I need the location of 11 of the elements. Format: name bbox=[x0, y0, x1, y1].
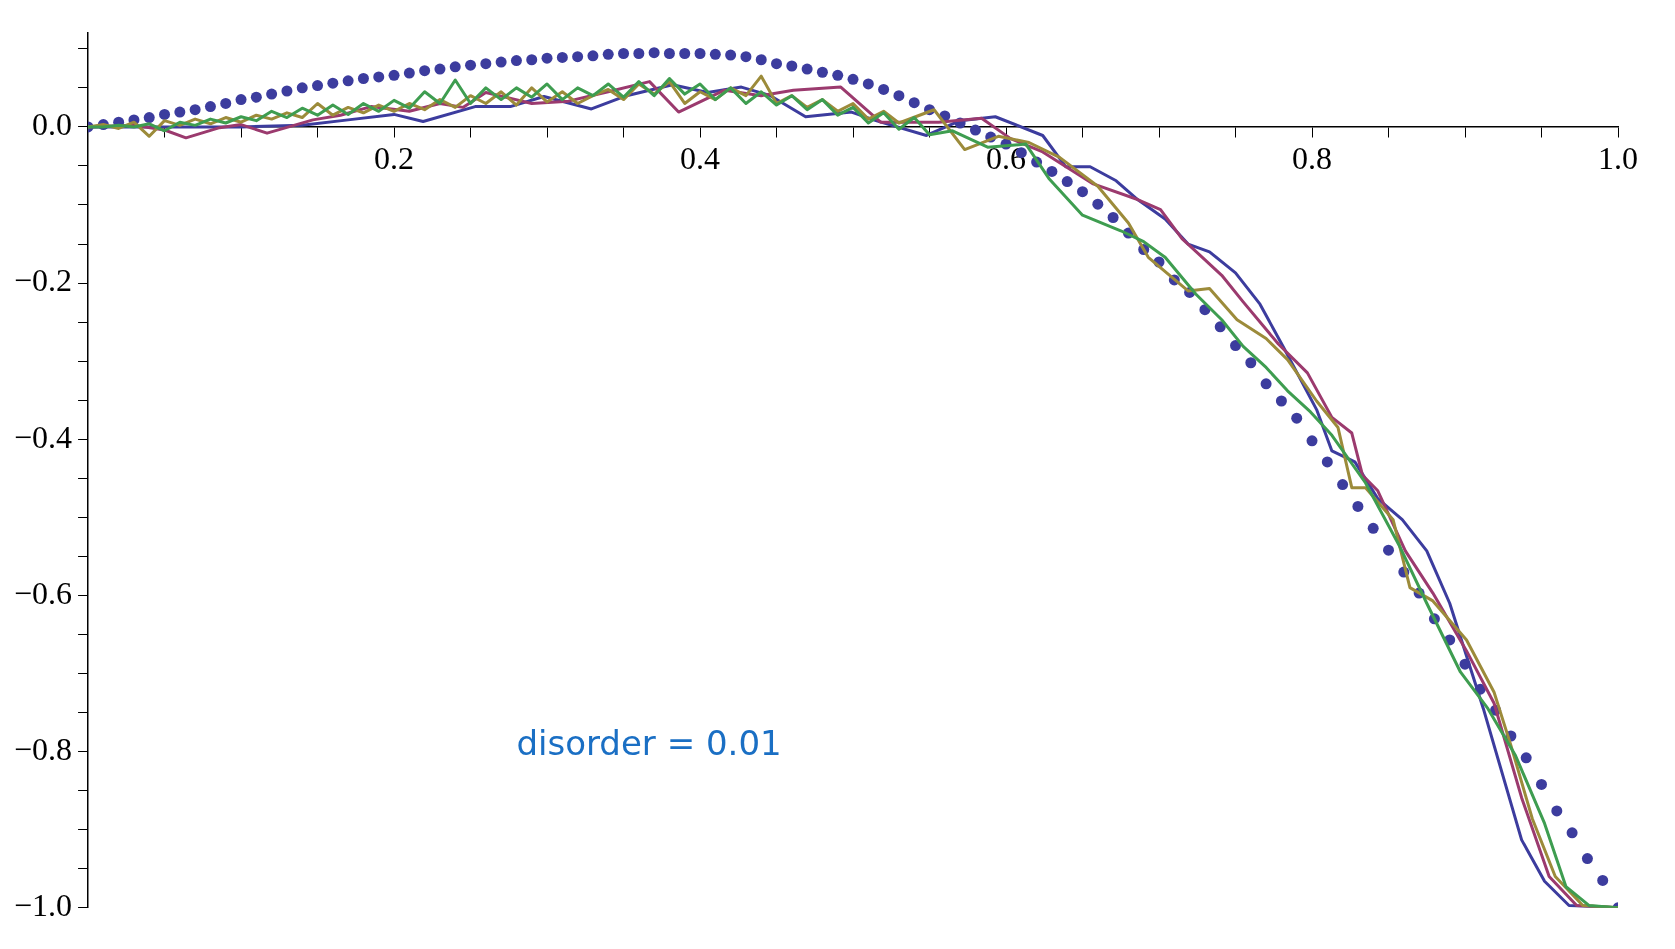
y-tick-label: −0.2 bbox=[14, 262, 73, 299]
y-tick-label: −0.8 bbox=[14, 731, 73, 768]
y-tick-label: −0.6 bbox=[14, 574, 73, 611]
x-tick-label: 0.4 bbox=[680, 139, 721, 176]
x-tick-label: 1.0 bbox=[1598, 139, 1638, 176]
y-tick-label: −0.4 bbox=[14, 418, 73, 455]
y-tick-label: −1.0 bbox=[14, 887, 73, 924]
annotation: disorder = 0.01 bbox=[516, 722, 782, 763]
x-tick-label: 0.2 bbox=[374, 139, 415, 176]
y-tick-label: 0.0 bbox=[32, 106, 73, 143]
x-tick-label: 0.8 bbox=[1292, 139, 1333, 176]
